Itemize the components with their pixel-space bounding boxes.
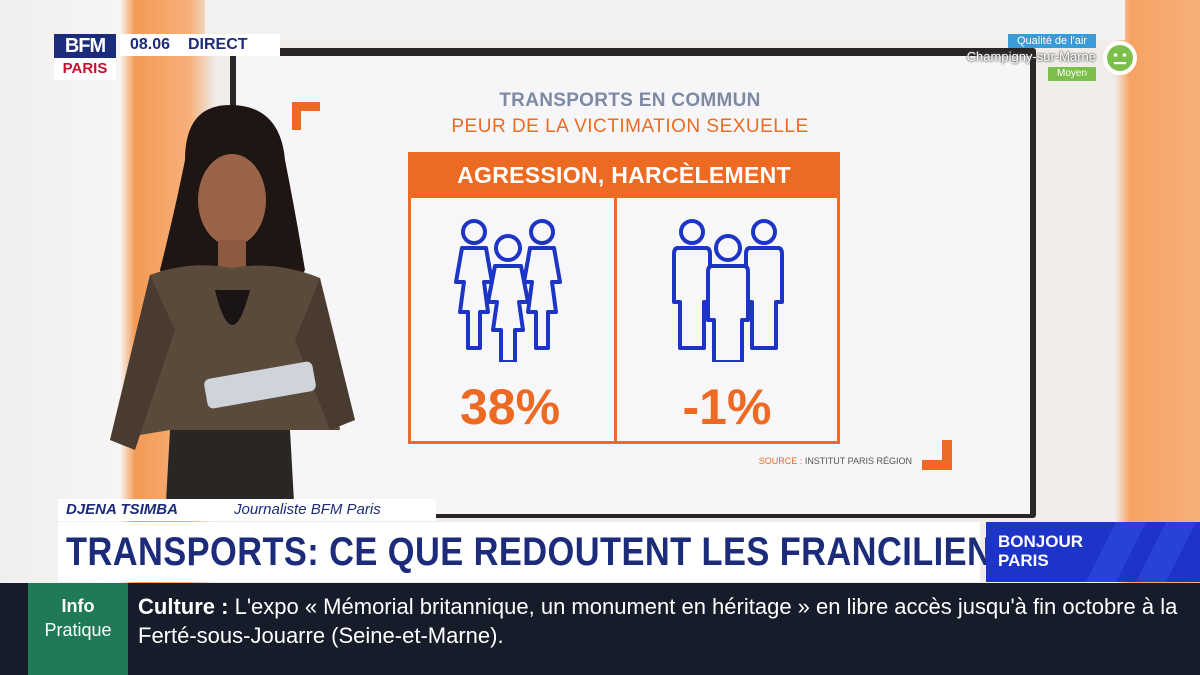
show-name-line1: BONJOUR (998, 532, 1084, 551)
logo-top-text: BFM (54, 34, 116, 58)
show-name: BONJOUR PARIS (998, 532, 1098, 570)
corner-accent-icon (292, 102, 320, 130)
info-box-line1: Info (61, 596, 95, 616)
show-name-line2: PARIS (998, 551, 1049, 570)
men-percentage: -1% (682, 379, 772, 435)
source-label: SOURCE : (758, 456, 803, 466)
ticker-category: Culture : (138, 594, 229, 619)
live-badge: DIRECT (180, 34, 280, 56)
headline: TRANSPORTS: CE QUE REDOUTENT LES FRANCIL… (66, 530, 1065, 574)
presenter-name: DJENA TSIMBA (66, 501, 178, 518)
info-box-line2: Pratique (44, 620, 112, 640)
ticker-text: Culture : L'expo « Mémorial britannique,… (138, 592, 1178, 650)
smiley-face-icon (1103, 41, 1137, 75)
graphic-subtitle: PEUR DE LA VICTIMATION SEXUELLE (451, 116, 809, 137)
clock: 08.06 (120, 34, 180, 56)
women-percentage: 38% (459, 379, 561, 435)
corner-accent-icon (922, 440, 952, 470)
source-credit: SOURCE : INSTITUT PARIS RÉGION (690, 456, 912, 466)
ticker-message: L'expo « Mémorial britannique, un monume… (138, 594, 1178, 648)
presenter-role: Journaliste BFM Paris (234, 501, 381, 518)
air-quality-location: Champigny-sur-Marne (966, 49, 1096, 64)
source-text: INSTITUT PARIS RÉGION (804, 456, 912, 466)
graphic-title: TRANSPORTS EN COMMUN (499, 90, 761, 111)
presenter-figure (110, 105, 355, 520)
headline-bar (58, 522, 980, 582)
news-ticker (0, 583, 1200, 675)
studio-wall (205, 0, 1125, 40)
air-quality-level: Moyen (1048, 67, 1096, 81)
logo-bottom-text: PARIS (54, 58, 116, 80)
men-group-icon (672, 219, 784, 362)
show-badge (986, 522, 1200, 582)
stat-box (408, 152, 840, 444)
info-pratique-box (28, 583, 128, 675)
channel-logo: BFM PARIS (54, 34, 116, 82)
air-quality-title: Qualité de l'air (1008, 34, 1096, 48)
show-pattern-icon (1086, 522, 1196, 582)
name-strap (58, 499, 436, 521)
stat-divider (614, 196, 617, 444)
stat-header: AGRESSION, HARCÈLEMENT (408, 152, 840, 198)
women-group-icon (454, 219, 562, 362)
